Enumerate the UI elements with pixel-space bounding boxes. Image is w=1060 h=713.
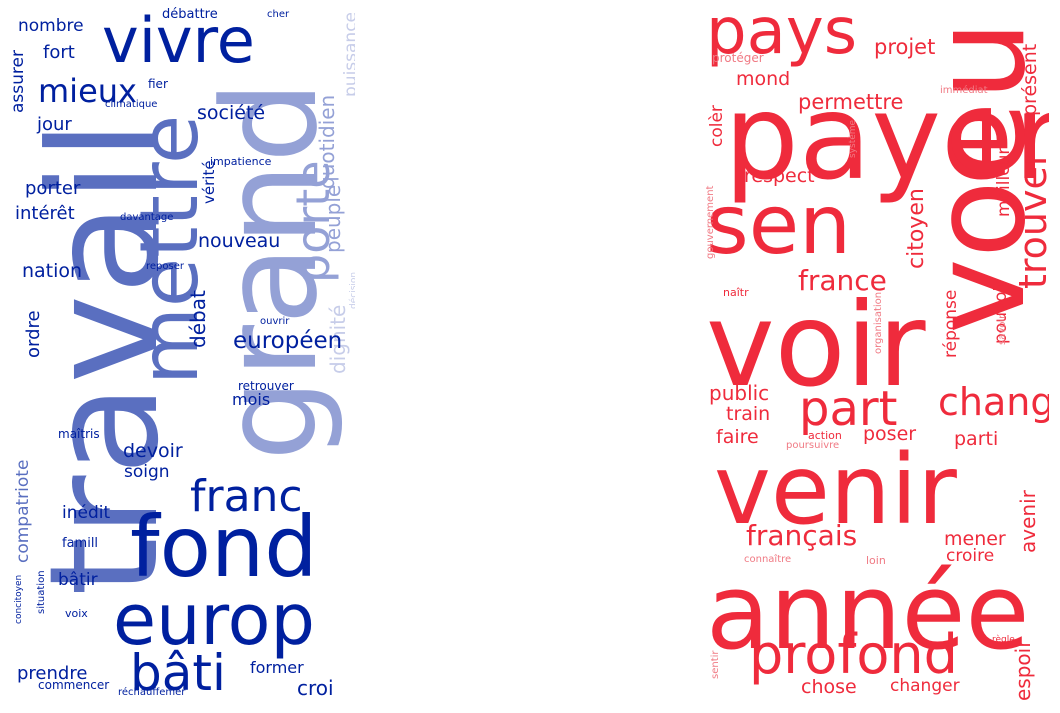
left-word-voix: voix [65,607,88,620]
right-word-respect: respect [744,165,815,187]
left-word-jour: jour [37,114,72,135]
right-word-profond: profond [749,623,958,686]
left-word-compatriote: compatriote [13,459,33,564]
right-word-organisation: organisation [873,291,884,355]
left-word-quotidien: quotidien [315,94,339,190]
left-word-nouveau: nouveau [198,230,281,252]
left-word-puissance: puissance [341,12,355,97]
right-word-francais: français [746,519,858,552]
left-word-vivre: vivre [102,4,255,77]
left-word-debattre: débattre [162,7,218,22]
right-word-payer: payer [724,68,1049,206]
right-word-present: présent [1019,43,1041,117]
left-word-assurer: assurer [10,49,28,113]
right-word-poser: poser [863,423,917,445]
right-word-venir: venir [714,434,957,546]
right-word-action: action [808,429,842,442]
left-word-maitris: maîtris [58,427,100,441]
right-word-regle: règle [992,635,1015,645]
left-word-commencer: commencer [38,678,110,692]
right-word-train: train [726,403,771,425]
right-word-coler: colèr [707,104,727,147]
right-word-systeme: système [848,119,858,159]
left-word-decision: décision [349,271,355,310]
right-word-sentir: sentir [710,649,721,679]
left-word-devoir: devoir [123,440,183,462]
left-word-cher: cher [267,9,290,20]
left-word-europ: europ [113,579,315,661]
left-word-porter: porter [25,178,81,199]
right-word-changer: changer [890,676,960,696]
right-word-proteger: protéger [712,51,764,65]
left-word-fier: fier [148,77,168,91]
left-word-ouvrir: ouvrir [260,316,290,327]
left-word-societe: société [197,102,266,124]
right-word-parti: parti [954,428,999,450]
left-word-interet: intérêt [15,203,75,224]
right-word-croire: croire [946,546,995,566]
word-cloud-left: travail grand mettre vivre fond europ bâti fran… [10,0,355,700]
right-word-meilleur: meilleur [994,147,1014,218]
right-word-chose: chose [801,676,857,698]
left-word-inedit: inédit [62,503,111,523]
left-word-batir: bâtir [58,570,98,590]
left-word-debat: débat [186,289,210,348]
right-word-trouver: trouver [1011,149,1049,289]
left-word-impatience: impatience [210,155,272,168]
left-word-bati: bâti [130,644,226,700]
right-word-faire: faire [716,426,759,448]
left-word-davantage: davantage [120,212,174,223]
left-word-rechauffemer: réchauffemer [118,687,186,698]
right-word-public: public [709,381,770,405]
right-word-naitr: naîtr [723,286,749,299]
right-word-part: part [799,381,898,437]
left-word-concitoyen: concitoyen [14,574,24,625]
right-word-immediat: immédiat [940,85,988,96]
left-word-climatique: climatique [105,99,158,110]
right-word-gouvernement: gouvernement [706,185,716,260]
left-word-prendre: prendre [17,663,88,684]
left-word-nation: nation [22,260,83,282]
left-word-retrouver: retrouver [238,379,294,393]
right-word-avenir: avenir [1016,489,1040,553]
left-word-peuple: peuple [321,184,345,254]
left-word-fort: fort [43,42,75,63]
left-word-soign: soign [124,462,170,482]
right-word-chang: chang [938,380,1049,424]
left-word-reposer: reposer [146,261,184,272]
right-word-espoir: espoir [1011,639,1035,700]
right-word-projet: projet [874,35,936,59]
left-word-mieux: mieux [38,72,137,110]
left-word-europeen: européen [233,328,343,354]
right-word-connaitre: connaître [744,554,792,565]
right-word-savoir: savoir [997,314,1008,346]
right-word-citoyen: citoyen [904,187,929,269]
left-word-famill: famill [62,536,99,551]
right-word-permettre: permettre [798,90,904,114]
right-word-france: france [798,264,887,297]
right-word-poursuivre: poursuivre [786,440,840,451]
left-word-situation: situation [36,569,47,614]
left-word-franc: franc [190,471,303,522]
right-word-reponse: réponse [941,289,961,359]
left-word-nombre: nombre [18,16,84,36]
left-word-mois: mois [232,390,271,409]
word-cloud-right: voir payer venir année voeu sen pays profond par… [706,0,1049,700]
right-word-sen: sen [706,178,852,273]
left-word-ordre: ordre [23,309,44,358]
right-word-mond: mond [736,68,791,90]
left-word-fond: fond [130,498,318,596]
right-word-mener: mener [944,528,1006,550]
right-word-voir: voir [706,278,926,413]
left-word-former: former [250,658,304,677]
right-word-loin: loin [866,554,886,567]
right-word-pays: pays [706,0,858,69]
right-word-annee: année [706,551,1030,673]
left-word-croi: croi [297,676,334,700]
